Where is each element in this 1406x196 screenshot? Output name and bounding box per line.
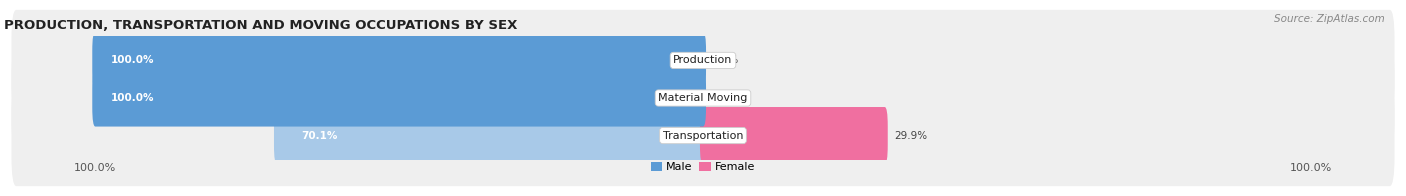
- Text: Material Moving: Material Moving: [658, 93, 748, 103]
- Legend: Male, Female: Male, Female: [647, 157, 759, 177]
- Text: 100.0%: 100.0%: [111, 55, 155, 65]
- FancyBboxPatch shape: [93, 69, 706, 127]
- Text: 0.0%: 0.0%: [711, 93, 738, 103]
- Text: Transportation: Transportation: [662, 131, 744, 141]
- FancyBboxPatch shape: [274, 107, 706, 164]
- FancyBboxPatch shape: [11, 10, 1395, 111]
- Text: 70.1%: 70.1%: [301, 131, 337, 141]
- Text: 0.0%: 0.0%: [711, 55, 738, 65]
- Text: 100.0%: 100.0%: [111, 93, 155, 103]
- Text: PRODUCTION, TRANSPORTATION AND MOVING OCCUPATIONS BY SEX: PRODUCTION, TRANSPORTATION AND MOVING OC…: [4, 19, 517, 32]
- FancyBboxPatch shape: [11, 47, 1395, 149]
- FancyBboxPatch shape: [11, 85, 1395, 186]
- Text: Production: Production: [673, 55, 733, 65]
- Text: Source: ZipAtlas.com: Source: ZipAtlas.com: [1274, 14, 1385, 24]
- FancyBboxPatch shape: [93, 32, 706, 89]
- Text: 29.9%: 29.9%: [894, 131, 927, 141]
- FancyBboxPatch shape: [700, 107, 887, 164]
